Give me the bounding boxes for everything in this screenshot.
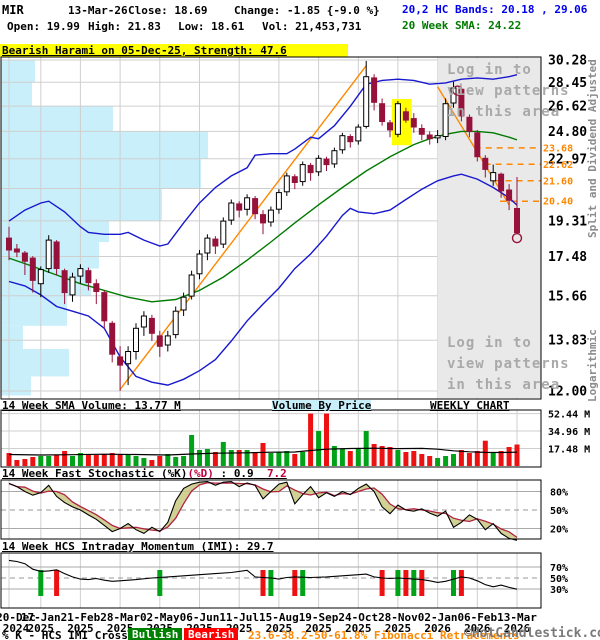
login-line: Log in to: [447, 335, 532, 351]
axis-labels: 30.28 28.45 26.62 24.80 22.97 19.31 17.48 15.66…: [0, 54, 590, 636]
candles-layer: [6, 60, 520, 391]
svg-text:17-Jan: 17-Jan: [21, 611, 61, 624]
svg-text:02-Jan: 02-Jan: [418, 611, 458, 624]
svg-text:06-Jun: 06-Jun: [180, 611, 220, 624]
imi-pane: [0, 552, 542, 609]
login-line: in this area: [447, 104, 561, 120]
svg-text:15-Aug: 15-Aug: [259, 611, 299, 624]
copyright[interactable]: ©HotCandlestick.com: [464, 626, 600, 640]
high-value: High: 21.83: [88, 20, 161, 33]
svg-text:02-May: 02-May: [140, 611, 180, 624]
svg-text:34.96 M: 34.96 M: [548, 427, 590, 438]
svg-text:15.66: 15.66: [548, 289, 587, 304]
svg-text:21.60: 21.60: [543, 176, 573, 187]
fibonacci-levels: [474, 147, 541, 202]
svg-text:80%: 80%: [550, 487, 568, 498]
login-line: view patterns: [447, 356, 570, 372]
volume-pane: [0, 409, 542, 468]
logarithmic-axis-note: Logarithmic: [586, 329, 599, 402]
svg-text:30.28: 30.28: [548, 54, 587, 69]
svg-text:06-Feb: 06-Feb: [457, 611, 497, 624]
change-value: Change: -1.85 {-9.0 %}: [234, 4, 380, 17]
svg-text:30%: 30%: [550, 585, 568, 596]
pattern-markers: [452, 85, 523, 244]
svg-text:22.97: 22.97: [548, 152, 587, 167]
svg-text:50%: 50%: [550, 574, 568, 585]
low-value: Low: 18.61: [178, 20, 245, 33]
imi-header: 14 Week HCS Intraday Momentum (IMI): 29.…: [2, 540, 274, 553]
login-line: Log in to: [447, 62, 532, 78]
volume-by-price-label[interactable]: Volume By Price: [272, 399, 372, 412]
adjusted-axis-note: Split and Dividend Adjusted: [586, 59, 599, 238]
svg-text:2025: 2025: [305, 622, 332, 635]
svg-text:2025: 2025: [345, 622, 372, 635]
crossover-legend: % K - HCS IMI Crossover,: [2, 629, 161, 640]
weekly-chart-label: WEEKLY CHART: [430, 399, 510, 412]
stochastic-header-main: 14 Week Fast Stochastic (%K): [2, 467, 188, 480]
stochastic-pane: [0, 479, 542, 541]
stochastic-d-label: (%D): [187, 467, 214, 480]
svg-text:24.80: 24.80: [548, 125, 587, 140]
svg-text:13.83: 13.83: [548, 334, 587, 349]
stochastic-header: 14 Week Fast Stochastic (%K)(%D) : 0.9 7…: [2, 468, 287, 479]
volume-sma-header: 14 Week SMA Volume: 13.77 M: [2, 399, 181, 412]
svg-text:12.00: 12.00: [548, 385, 587, 400]
svg-text:28-Nov: 28-Nov: [378, 611, 418, 624]
volume-by-price-layer: [1, 60, 208, 396]
login-overlay-top: Log in to view patterns in this area: [447, 60, 570, 123]
stochastic-k-value: 0.9: [233, 467, 254, 480]
svg-text:26.62: 26.62: [548, 100, 587, 115]
svg-text:50%: 50%: [550, 506, 568, 517]
login-line: view patterns: [447, 83, 570, 99]
stochastic-d-value: 7.2: [266, 467, 287, 480]
svg-text:19.31: 19.31: [548, 214, 587, 229]
svg-text:20.40: 20.40: [543, 197, 573, 208]
svg-text:23.68: 23.68: [543, 143, 573, 154]
login-line: in this area: [447, 377, 561, 393]
footer: % K - HCS IMI Crossover, Bullish Bearish…: [0, 626, 600, 640]
svg-text:2025: 2025: [67, 622, 94, 635]
volume-value: Vol: 21,453,731: [262, 20, 362, 33]
close-value: Close: 18.69: [128, 4, 208, 17]
svg-text:2025: 2025: [107, 622, 134, 635]
svg-text:2025: 2025: [28, 622, 55, 635]
fibonacci-legend: 23.6-38.2-50-61.8% Fibonacci Retracement…: [248, 629, 520, 640]
svg-text:2024: 2024: [3, 622, 30, 635]
sma-value: 20 Week SMA: 24.22: [402, 19, 522, 32]
svg-text:2025: 2025: [266, 622, 293, 635]
svg-text:17.48: 17.48: [548, 250, 587, 265]
bullish-badge: Bullish: [128, 628, 183, 640]
svg-text:2026: 2026: [504, 622, 531, 635]
svg-text:11-Jul: 11-Jul: [219, 611, 259, 624]
svg-text:28.45: 28.45: [548, 76, 587, 91]
svg-text:52.44 M: 52.44 M: [548, 410, 590, 421]
harami-highlight: [391, 99, 412, 146]
svg-text:20-Dec: 20-Dec: [0, 611, 36, 624]
open-value: Open: 19.99: [7, 20, 80, 33]
svg-text:70%: 70%: [550, 563, 568, 574]
svg-text:2025: 2025: [385, 622, 412, 635]
svg-text:22.62: 22.62: [543, 160, 573, 171]
stochastic-separator: :: [213, 467, 234, 480]
hc-bands-value: 20,2 HC Bands: 20.18 , 29.06: [402, 3, 588, 16]
svg-text:28-Mar: 28-Mar: [100, 611, 140, 624]
svg-text:19-Sep: 19-Sep: [299, 611, 339, 624]
login-overlay-bottom: Log in to view patterns in this area: [447, 333, 570, 396]
pattern-banner: Bearish Harami on 05-Dec-25, Strength: 4…: [0, 44, 348, 57]
svg-text:24-Oct: 24-Oct: [338, 611, 378, 624]
svg-text:21-Feb: 21-Feb: [61, 611, 101, 624]
main-border: [0, 56, 542, 400]
quote-date: 13-Mar-26: [68, 4, 128, 17]
svg-text:2026: 2026: [424, 622, 451, 635]
svg-text:17.48 M: 17.48 M: [548, 445, 590, 456]
bearish-badge: Bearish: [184, 628, 239, 640]
svg-text:2026: 2026: [464, 622, 491, 635]
svg-text:13-Mar: 13-Mar: [497, 611, 537, 624]
svg-text:20%: 20%: [550, 525, 568, 536]
ticker-symbol: MIR: [2, 3, 24, 17]
